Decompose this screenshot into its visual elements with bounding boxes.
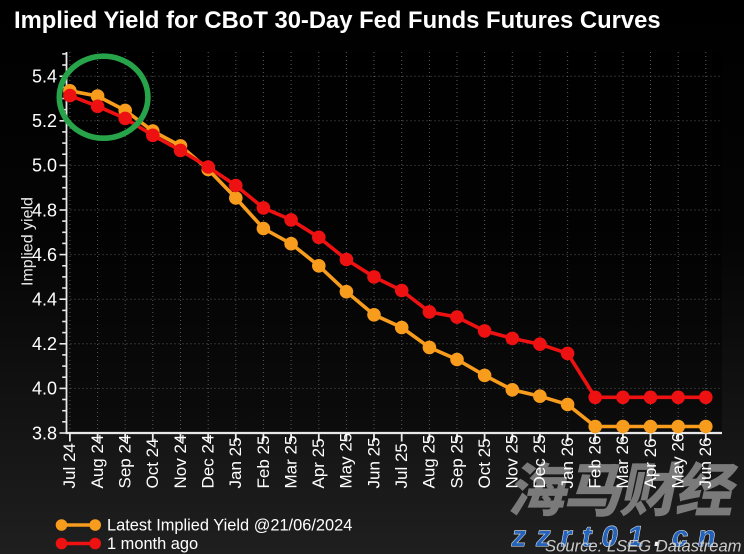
svg-text:Jul 24: Jul 24 — [60, 443, 79, 488]
svg-text:Dec 24: Dec 24 — [199, 435, 218, 489]
svg-text:Nov 24: Nov 24 — [171, 435, 190, 489]
svg-text:Mar 26: Mar 26 — [613, 436, 632, 489]
svg-text:Jun 26: Jun 26 — [696, 437, 715, 488]
svg-text:Jul 25: Jul 25 — [392, 443, 411, 488]
svg-text:5.4: 5.4 — [32, 67, 57, 87]
svg-text:4.2: 4.2 — [32, 334, 57, 354]
svg-text:Oct 24: Oct 24 — [143, 438, 162, 488]
svg-text:Source: LSEG Datastream: Source: LSEG Datastream — [545, 537, 742, 554]
svg-text:5.2: 5.2 — [32, 111, 57, 131]
svg-text:3.8: 3.8 — [32, 423, 57, 443]
svg-text:Dec 25: Dec 25 — [530, 435, 549, 489]
svg-text:Feb 25: Feb 25 — [254, 436, 273, 489]
svg-text:Latest Implied Yield @21/06/20: Latest Implied Yield @21/06/2024 — [107, 517, 352, 535]
svg-text:4.4: 4.4 — [32, 290, 57, 310]
svg-text:zzrt01.cn: zzrt01.cn — [509, 521, 728, 553]
svg-text:Sep 24: Sep 24 — [116, 435, 135, 489]
svg-text:4.6: 4.6 — [32, 245, 57, 265]
svg-text:Oct 25: Oct 25 — [475, 438, 494, 488]
svg-text:May 26: May 26 — [669, 433, 688, 489]
svg-text:Implied yield: Implied yield — [20, 197, 37, 286]
svg-text:Jan 26: Jan 26 — [558, 437, 577, 488]
svg-text:Sep 25: Sep 25 — [447, 435, 466, 489]
svg-text:4.0: 4.0 — [32, 379, 57, 399]
svg-text:Jun 25: Jun 25 — [364, 437, 383, 488]
svg-text:Apr 25: Apr 25 — [309, 438, 328, 488]
svg-text:Aug 24: Aug 24 — [88, 435, 107, 489]
svg-text:Aug 25: Aug 25 — [420, 435, 439, 489]
svg-text:5.0: 5.0 — [32, 156, 57, 176]
svg-text:Feb 26: Feb 26 — [586, 436, 605, 489]
svg-text:Mar 25: Mar 25 — [281, 436, 300, 489]
svg-text:1 month ago: 1 month ago — [107, 535, 198, 553]
svg-text:4.8: 4.8 — [32, 200, 57, 220]
svg-text:Jan 25: Jan 25 — [226, 437, 245, 488]
svg-text:Implied Yield for CBoT 30-Day: Implied Yield for CBoT 30-Day Fed Funds … — [14, 7, 661, 34]
svg-text:May 25: May 25 — [337, 433, 356, 489]
svg-text:Apr 26: Apr 26 — [641, 438, 660, 488]
svg-text:Nov 25: Nov 25 — [503, 435, 522, 489]
